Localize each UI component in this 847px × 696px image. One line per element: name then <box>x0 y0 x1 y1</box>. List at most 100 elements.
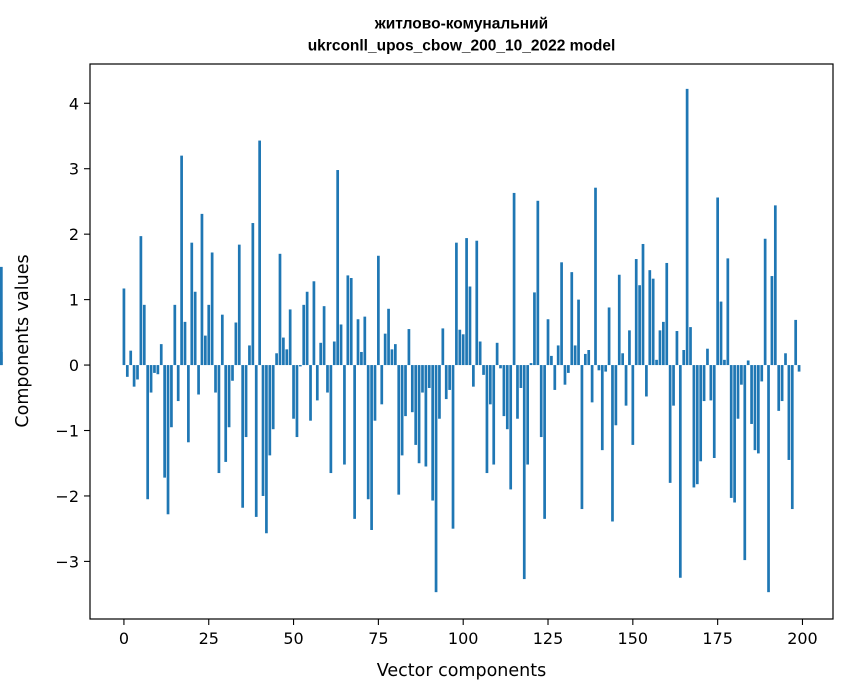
bar-14 <box>170 365 173 428</box>
bar-75 <box>377 255 380 366</box>
bar-91 <box>431 365 435 501</box>
bar-98 <box>455 242 458 366</box>
bar-134 <box>577 299 580 366</box>
bar-85 <box>410 365 414 413</box>
bar-24 <box>203 335 207 366</box>
bar-61 <box>329 365 333 474</box>
bar-64 <box>339 324 343 366</box>
bar-33 <box>234 322 238 366</box>
bar-68 <box>353 365 356 519</box>
bar-2 <box>129 350 133 366</box>
bar-155 <box>648 270 652 366</box>
bar-182 <box>740 365 743 385</box>
bar-125 <box>546 319 550 366</box>
bar-103 <box>472 365 475 387</box>
bar-15 <box>173 304 177 366</box>
bar-88 <box>421 365 424 393</box>
bar-60 <box>326 365 329 393</box>
bar-7 <box>146 365 150 500</box>
bar-194 <box>780 365 784 402</box>
bar-148 <box>624 365 628 406</box>
bar-187 <box>757 365 760 454</box>
bar-12 <box>163 365 166 478</box>
bar-81 <box>397 365 401 495</box>
bar-9 <box>153 365 156 373</box>
bar-123 <box>539 365 543 438</box>
x-tick-label: 50 <box>283 629 303 648</box>
bar-89 <box>424 365 428 467</box>
bar-129 <box>560 262 563 366</box>
bar-190 <box>767 365 770 593</box>
x-tick-label: 100 <box>448 629 479 648</box>
x-axis-label: Vector components <box>377 661 546 681</box>
bar-128 <box>556 345 560 366</box>
bar-141 <box>600 365 604 451</box>
bar-111 <box>499 365 502 369</box>
bar-62 <box>332 341 336 366</box>
bar-151 <box>634 259 638 366</box>
bar-95 <box>444 365 448 400</box>
bar-1 <box>125 365 129 377</box>
bar-140 <box>597 365 601 371</box>
bar-92 <box>434 365 438 593</box>
bar-40 <box>258 140 261 366</box>
bar-30 <box>224 365 228 462</box>
y-axis-ticks: −3 −2 −1 0 1 2 3 4 <box>55 94 90 571</box>
bar-178 <box>726 258 730 366</box>
bars <box>0 88 801 593</box>
bar-191 <box>770 276 774 366</box>
bar-10 <box>156 365 160 375</box>
bar-83 <box>404 365 407 417</box>
bar-63 <box>336 170 340 366</box>
bar-26 <box>210 252 214 366</box>
bar-105 <box>478 341 482 366</box>
bar-28 <box>217 365 221 474</box>
bar-66 <box>346 275 350 366</box>
bar-169 <box>695 365 699 485</box>
bar-195 <box>784 353 787 366</box>
bar-76 <box>380 365 384 405</box>
bar-161 <box>668 365 672 483</box>
bar-36 <box>244 365 248 438</box>
bar-82 <box>400 365 404 456</box>
bar-100 <box>461 334 465 366</box>
bar-20 <box>190 242 194 366</box>
bar-48 <box>285 349 289 366</box>
bar-13 <box>166 365 170 515</box>
bar-142 <box>604 365 608 372</box>
bar-147 <box>621 353 625 366</box>
bar-74 <box>373 365 377 421</box>
y-tick-label: 2 <box>69 225 79 244</box>
bar-196 <box>787 365 791 460</box>
bar-186 <box>753 365 757 451</box>
bar-22 <box>197 365 200 395</box>
bar-21 <box>193 291 197 366</box>
bar-46 <box>278 253 282 366</box>
bar-73 <box>370 365 373 530</box>
bar-65 <box>343 365 346 465</box>
y-tick-label: −2 <box>55 487 79 506</box>
bar-108 <box>488 365 492 405</box>
bar-135 <box>580 365 584 510</box>
bar-149 <box>628 330 631 366</box>
x-tick-label: 150 <box>618 629 649 648</box>
bar-87 <box>417 365 421 464</box>
bar-58 <box>319 342 323 366</box>
bar-198 <box>794 319 798 366</box>
bar-80 <box>393 344 397 366</box>
bar-5 <box>139 236 143 366</box>
bar-181 <box>736 365 740 419</box>
bar-114 <box>509 365 513 490</box>
bar-172 <box>706 348 709 366</box>
bar-124 <box>543 365 546 519</box>
bar-180 <box>733 365 736 503</box>
bar-16 <box>176 365 180 402</box>
bar-41 <box>261 365 265 496</box>
y-tick-label: 3 <box>69 160 79 179</box>
bar-90 <box>427 365 431 388</box>
bar-143 <box>607 307 611 366</box>
bar-96 <box>448 365 451 390</box>
bar-3 <box>132 365 136 387</box>
bar-25 <box>207 304 211 366</box>
